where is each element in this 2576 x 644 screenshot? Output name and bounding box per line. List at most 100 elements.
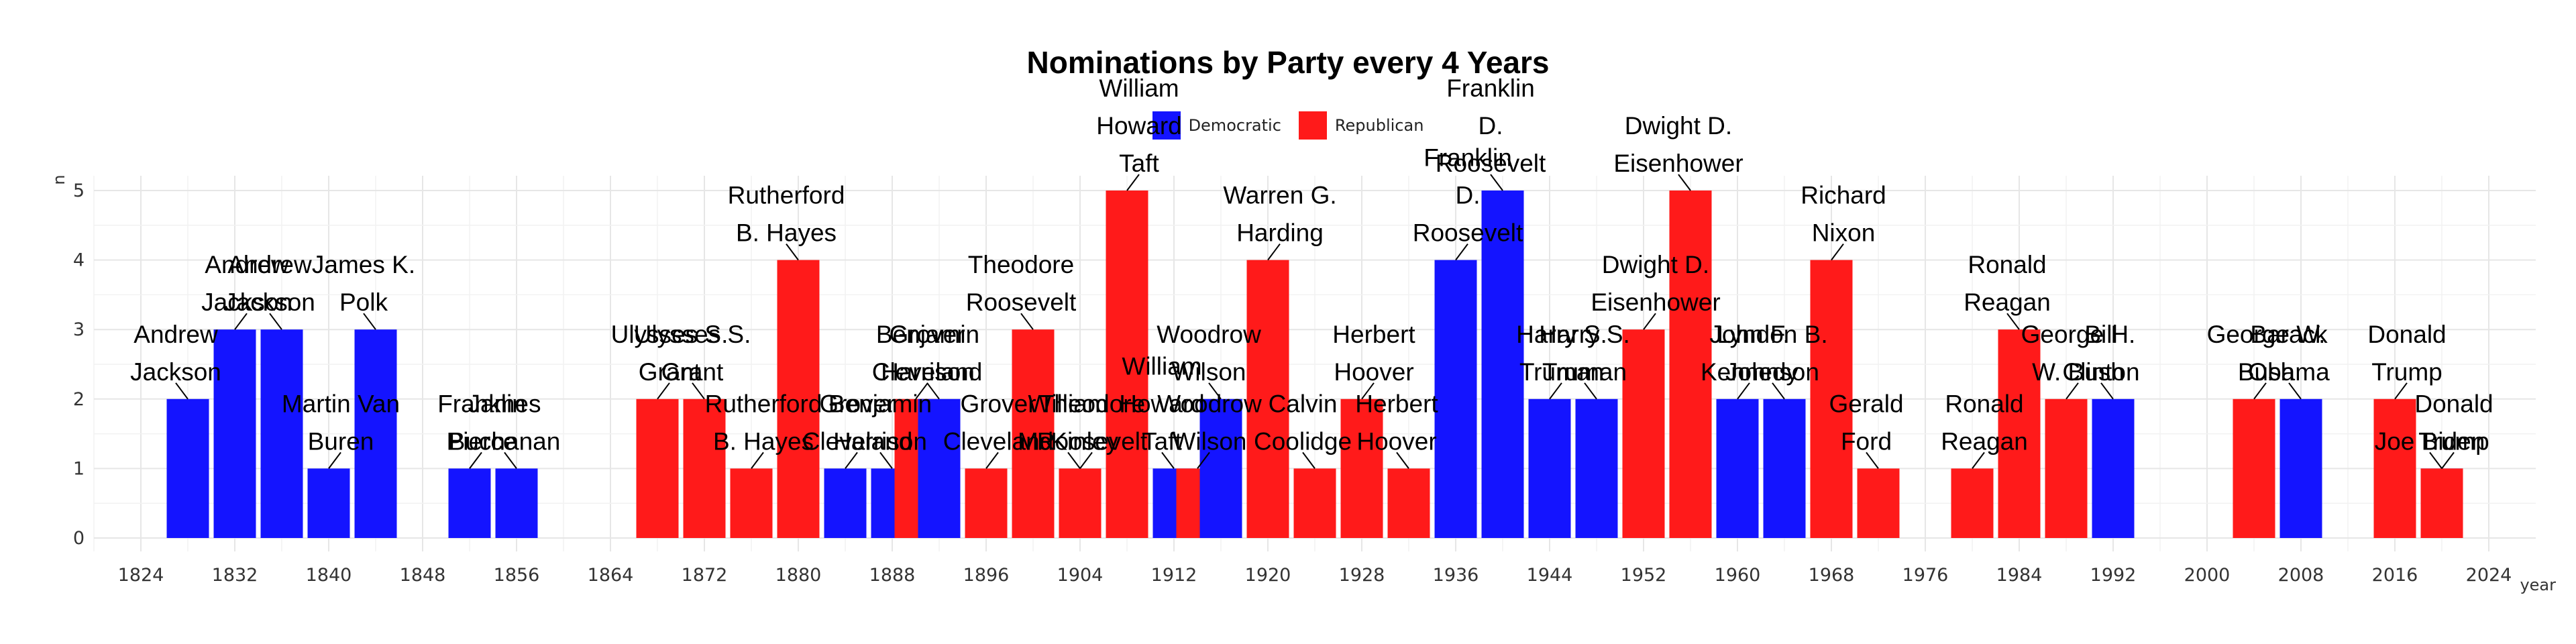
- label-leader: [1490, 174, 1503, 191]
- label-leader: [1267, 244, 1281, 261]
- bar-republican-1920: [1246, 260, 1289, 538]
- chart-title: Nominations by Party every 4 Years: [1026, 45, 1550, 80]
- bar-label: Johnson: [1725, 358, 1819, 386]
- bar-label: William: [1028, 390, 1108, 417]
- bar-label: Coolidge: [1254, 427, 1352, 455]
- label-leader: [2065, 382, 2079, 400]
- bar-democratic-1916: [1199, 398, 1242, 538]
- bar-label: William: [1122, 352, 1201, 380]
- bar-label: Rutherford: [728, 182, 845, 209]
- bar-label: Grover: [889, 321, 965, 348]
- bar-label: Grover: [819, 390, 895, 417]
- bar-label: Polk: [339, 288, 388, 316]
- bar-republican-1952: [1622, 329, 1665, 538]
- bar-label: Cleveland: [802, 427, 913, 455]
- y-tick-label: 2: [73, 389, 85, 410]
- bar-label: Reagan: [1964, 288, 2051, 316]
- bar-label: D.: [1479, 112, 1503, 140]
- x-tick-label: 2008: [2278, 565, 2324, 586]
- bar-democratic-1992: [2092, 398, 2135, 538]
- bar-label: Roosevelt: [1037, 427, 1148, 455]
- bar-label: Woodrow: [1157, 390, 1262, 417]
- x-tick-label: 1880: [775, 565, 822, 586]
- bar-label: Wilson: [1171, 358, 1246, 386]
- bar-republican-1956: [1669, 191, 1712, 538]
- legend-key-republican: [1298, 111, 1327, 140]
- bar-democratic-1892: [918, 398, 961, 538]
- bar-label: Bush: [2238, 358, 2294, 386]
- bar-label: Grant: [639, 358, 701, 386]
- label-leader: [504, 451, 517, 470]
- bar-label: Eisenhower: [1613, 150, 1743, 177]
- bar-label: Ulysses S.: [634, 321, 751, 348]
- bar-republican-1904: [1059, 468, 1102, 538]
- bar-label: John F.: [1709, 321, 1789, 348]
- x-tick-label: 1960: [1715, 565, 1761, 586]
- label-leader: [2394, 382, 2408, 400]
- bar-republican-1868: [636, 398, 679, 538]
- legend-item-republican: Republican: [1298, 111, 1424, 140]
- bar-democratic-1844: [354, 329, 397, 538]
- bar-label: Harry S.: [1516, 321, 1607, 348]
- label-leader: [1302, 451, 1316, 470]
- bar-label: Clinton: [2062, 358, 2139, 386]
- y-axis-title: n: [50, 174, 68, 184]
- bar-democratic-2008: [2279, 398, 2322, 538]
- bar-label: Martin Van: [282, 390, 400, 417]
- bar-republican-2020: [2420, 468, 2463, 538]
- label-leader: [915, 382, 928, 400]
- bar-label: Benjamin: [876, 321, 979, 348]
- bar-label: Harrison: [833, 427, 927, 455]
- x-tick-label: 1840: [306, 565, 352, 586]
- bar-label: Gerald: [1829, 390, 1903, 417]
- label-leader: [879, 451, 893, 470]
- bar-label: Andrew: [227, 251, 312, 278]
- bar-label: Roosevelt: [1413, 219, 1523, 247]
- bar-label: Franklin: [437, 390, 526, 417]
- x-tick-label: 1824: [118, 565, 164, 586]
- label-leader: [2100, 382, 2114, 400]
- bar-label: Theodore: [1039, 390, 1145, 417]
- bar-label: Pierce: [447, 427, 517, 455]
- bar-label: Roosevelt: [1436, 150, 1546, 177]
- bar-democratic-1828: [166, 398, 209, 538]
- label-leader: [926, 382, 940, 400]
- bar-label: Cleveland: [872, 358, 983, 386]
- x-tick-label: 1832: [212, 565, 258, 586]
- bar-republican-1880: [777, 260, 820, 538]
- bar-label: Roosevelt: [966, 288, 1077, 316]
- bar-label: Obama: [2248, 358, 2330, 386]
- x-tick-label: 1936: [1433, 565, 1479, 586]
- bar-label: Andrew: [133, 321, 218, 348]
- bar-label: Howard: [1096, 112, 1182, 140]
- bar-label: McKinley: [1018, 427, 1119, 455]
- bar-label: Theodore: [968, 251, 1074, 278]
- label-leaders: [175, 174, 2455, 470]
- x-tick-label: 1848: [400, 565, 446, 586]
- label-leader: [1772, 382, 1785, 400]
- label-leader: [2253, 382, 2267, 400]
- y-tick-label: 3: [73, 319, 85, 340]
- legend-label-democratic: Democratic: [1188, 116, 1281, 135]
- bar-label: George H.: [2021, 321, 2136, 348]
- bar-republican-1928: [1340, 398, 1383, 538]
- bar-label: Taft: [1119, 150, 1159, 177]
- bar-label: B. Hayes: [736, 219, 837, 247]
- x-tick-label: 1904: [1057, 565, 1104, 586]
- bar-label: Dwight D.: [1602, 251, 1709, 278]
- bar-label: Jackson: [201, 288, 292, 316]
- label-leader: [1126, 174, 1140, 191]
- bar-label: Hoover: [1356, 427, 1436, 455]
- label-leader: [2429, 451, 2443, 470]
- label-leader: [751, 451, 764, 470]
- bar-label: D.: [1456, 182, 1481, 209]
- bar-label: James K.: [312, 251, 415, 278]
- label-leader: [845, 451, 858, 470]
- legend-key-democratic: [1152, 111, 1181, 140]
- label-leader: [1866, 451, 1879, 470]
- label-leader: [1737, 382, 1750, 400]
- label-leader: [1584, 382, 1597, 400]
- x-tick-label: 1920: [1245, 565, 1291, 586]
- bar-label: Franklin: [1446, 74, 1535, 102]
